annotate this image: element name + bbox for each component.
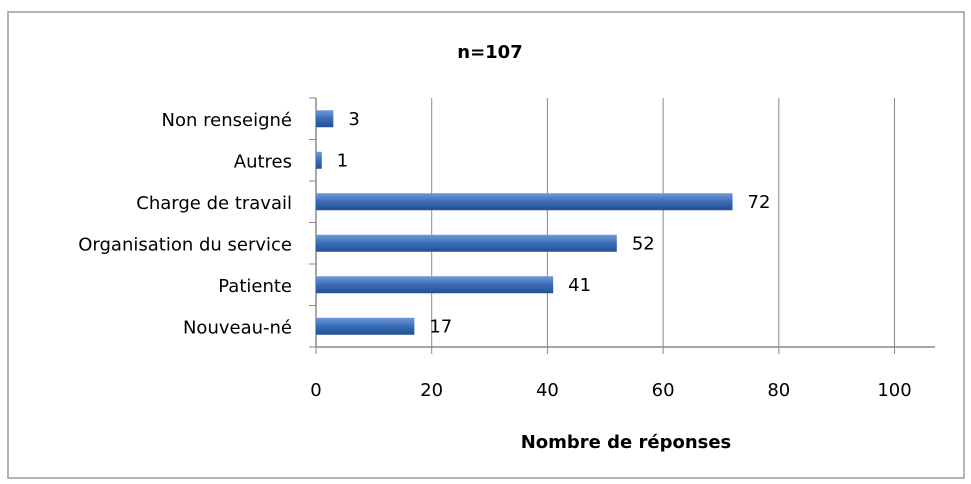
x-axis-label: Nombre de réponses (521, 432, 732, 453)
y-tick-label: Non renseigné (162, 110, 292, 131)
bar (316, 317, 415, 335)
y-tick-label: Autres (234, 151, 292, 172)
x-tick-label: 0 (310, 380, 321, 401)
x-tick-label: 60 (652, 380, 675, 401)
bar (316, 110, 334, 128)
bar (316, 234, 617, 252)
value-label: 52 (632, 233, 655, 254)
x-tick-label: 40 (536, 380, 559, 401)
bar (316, 151, 322, 169)
value-label: 72 (748, 192, 771, 213)
bar (316, 276, 554, 294)
bar (316, 193, 733, 211)
x-tick-label: 20 (420, 380, 443, 401)
value-label: 3 (348, 109, 359, 130)
x-tick-label: 80 (767, 380, 790, 401)
y-tick-label: Nouveau-né (183, 317, 292, 338)
value-label: 41 (568, 275, 591, 296)
chart-title: n=107 (457, 42, 522, 63)
value-label: 17 (429, 316, 452, 337)
y-tick-label: Organisation du service (78, 234, 292, 255)
value-label: 1 (337, 150, 348, 171)
x-tick-label: 100 (877, 380, 911, 401)
y-tick-label: Patiente (218, 276, 292, 297)
y-tick-label: Charge de travail (136, 193, 292, 214)
